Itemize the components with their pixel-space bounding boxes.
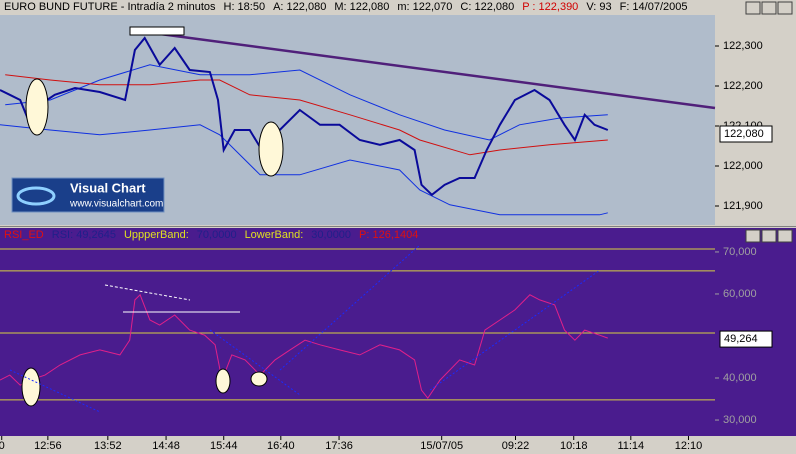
trend-line	[209, 329, 301, 396]
x-tick-label: 10:18	[560, 440, 588, 452]
trend-line	[104, 284, 191, 301]
trend-line	[9, 369, 101, 413]
x-tick-label: 17:36	[325, 440, 353, 452]
y-tick-label: 40,000	[723, 372, 757, 384]
logo-icon	[16, 186, 56, 206]
close-button[interactable]	[777, 229, 793, 243]
y-tick-label: 122,300	[723, 40, 763, 52]
last-value-label: 122,080	[724, 128, 764, 140]
header-text: C: 122,080	[460, 1, 514, 13]
last-value-box	[719, 125, 773, 143]
trend-line	[429, 269, 601, 391]
plots: EURO BUND FUTURE - Intradía 2 minutos H: …	[0, 1, 773, 452]
header-text: A: 122,080	[273, 1, 326, 13]
header-text: 30,0000	[311, 229, 351, 241]
maximize-button[interactable]	[761, 229, 777, 243]
y-tick-label: 60,000	[723, 288, 757, 300]
highlight-ellipse	[258, 121, 284, 177]
close-button[interactable]	[777, 1, 793, 15]
last-value-label: 49,264	[724, 333, 758, 345]
header-text: H: 18:50	[224, 1, 266, 13]
highlight-ellipse	[25, 78, 49, 136]
series-line	[5, 64, 608, 141]
header-text: RSI_ED	[4, 229, 44, 241]
x-tick-label: 11:14	[617, 440, 644, 452]
logo	[11, 177, 165, 213]
x-tick-label: 14:48	[152, 440, 180, 452]
x-tick-label: 15:44	[210, 440, 238, 452]
series-line	[5, 74, 608, 156]
trend-line	[129, 28, 716, 110]
y-tick-label: 122,200	[723, 80, 763, 92]
header-text: RSI: 49,2645	[52, 229, 116, 241]
y-tick-label: 121,900	[723, 200, 763, 212]
header-text: V: 93	[586, 1, 611, 13]
header-text: 70,0000	[197, 229, 237, 241]
series-line	[0, 124, 608, 216]
header-text: m: 122,070	[397, 1, 452, 13]
header-text: P : 122,390	[522, 1, 578, 13]
highlight-box	[129, 26, 185, 36]
series-line	[0, 293, 608, 400]
highlight-ellipse	[21, 367, 41, 407]
x-tick-label: 12:10	[675, 440, 703, 452]
header-text: UppperBand:	[124, 229, 189, 241]
logo-title: Visual Chart	[70, 180, 146, 195]
x-tick-label: 09:22	[502, 440, 530, 452]
minimize-button[interactable]	[745, 229, 761, 243]
x-tick-label: 12:56	[34, 440, 62, 452]
x-tick-label: 0	[0, 440, 5, 452]
trend-line	[279, 244, 421, 371]
y-tick-label: 30,000	[723, 414, 757, 426]
header-text: P: 126,1404	[359, 229, 418, 241]
minimize-button[interactable]	[745, 1, 761, 15]
highlight-ellipse	[250, 371, 268, 387]
last-value-box	[719, 330, 773, 348]
maximize-button[interactable]	[761, 1, 777, 15]
header-text: LowerBand:	[245, 229, 304, 241]
header-text: EURO BUND FUTURE - Intradía 2 minutos	[4, 1, 216, 13]
x-tick-label: 15/07/05	[420, 440, 463, 452]
y-tick-label: 70,000	[723, 246, 757, 258]
x-tick-label: 16:40	[267, 440, 295, 452]
x-tick-label: 13:52	[94, 440, 122, 452]
header-text: F: 14/07/2005	[620, 1, 688, 13]
header-text: M: 122,080	[334, 1, 389, 13]
y-tick-label: 122,000	[723, 160, 763, 172]
logo-url: www.visualchart.com	[69, 199, 163, 210]
rsi-panel	[0, 228, 715, 436]
series-line	[0, 36, 609, 197]
highlight-ellipse	[215, 368, 231, 394]
